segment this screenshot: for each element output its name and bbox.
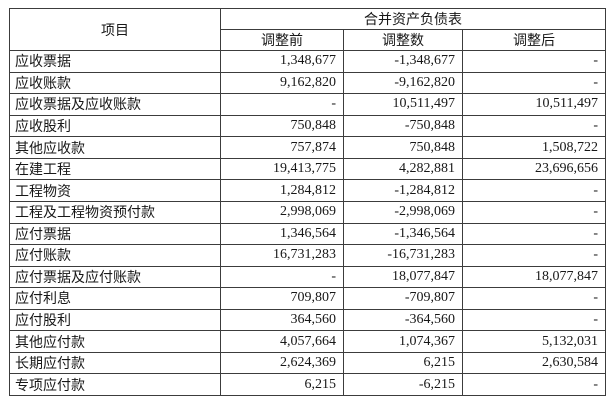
table-row: 应付股利 364,560 -364,560- xyxy=(9,308,606,332)
cell-after-adjustment: 18,077,847 xyxy=(462,265,606,289)
cell-adjustment-amount: -750,848 xyxy=(343,114,463,138)
column-header-after-adjustment: 调整后 xyxy=(462,29,606,51)
cell-after-adjustment: - xyxy=(462,244,606,267)
cell-before-adjustment: 364,560 xyxy=(220,308,344,332)
column-header-adjustment-amount: 调整数 xyxy=(343,29,463,51)
column-header-item: 项目 xyxy=(9,8,221,51)
table-row: 其他应收款 757,874 750,848 1,508,722 xyxy=(9,136,606,159)
cell-adjustment-amount: -6,215 xyxy=(343,373,463,396)
cell-adjustment-amount: 750,848 xyxy=(343,136,463,159)
table-row: 应收账款 9,162,820 -9,162,820- xyxy=(9,71,606,95)
cell-after-adjustment: 2,630,584 xyxy=(462,351,606,375)
cell-adjustment-amount: 10,511,497 xyxy=(343,93,463,116)
cell-before-adjustment: - xyxy=(220,265,344,289)
table-row: 应收票据 1,348,677 -1,348,677- xyxy=(9,50,606,73)
row-label: 应收票据 xyxy=(9,50,221,73)
cell-adjustment-amount: -364,560 xyxy=(343,308,463,332)
cell-before-adjustment: 757,874 xyxy=(220,136,344,159)
cell-before-adjustment: 1,284,812 xyxy=(220,179,344,202)
cell-before-adjustment: 4,057,664 xyxy=(220,330,344,353)
table-header-row-sub: 调整前 调整数 调整后 xyxy=(10,29,606,51)
cell-before-adjustment: 19,413,775 xyxy=(220,157,344,181)
row-label: 应收票据及应收账款 xyxy=(9,93,221,116)
row-label: 应收账款 xyxy=(9,71,221,95)
row-label: 在建工程 xyxy=(9,157,221,181)
row-label: 专项应付款 xyxy=(9,373,221,396)
row-label: 应付利息 xyxy=(9,287,221,310)
cell-after-adjustment: - xyxy=(462,222,606,246)
table-row: 长期应付款 2,624,369 6,215 2,630,584 xyxy=(9,351,606,375)
cell-after-adjustment: - xyxy=(462,287,606,310)
cell-adjustment-amount: 1,074,367 xyxy=(343,330,463,353)
table-row: 应付账款 16,731,283 -16,731,283- xyxy=(9,244,606,267)
cell-after-adjustment: 23,696,656 xyxy=(462,157,606,181)
cell-adjustment-amount: -1,346,564 xyxy=(343,222,463,246)
cell-after-adjustment: - xyxy=(462,179,606,202)
table-row: 应付利息 709,807 -709,807- xyxy=(9,287,606,310)
table-body: 应收票据 1,348,677 -1,348,677- 应收账款 9,162,820 -9,… xyxy=(9,50,606,396)
cell-adjustment-amount: 18,077,847 xyxy=(343,265,463,289)
table-row: 工程及工程物资预付款 2,998,069 -2,998,069- xyxy=(9,200,606,224)
cell-before-adjustment: 6,215 xyxy=(220,373,344,396)
balance-sheet-adjustment-table: 项目 合并资产负债表 调整前 调整数 调整后 应收票据 1,348,677 -1,3… xyxy=(9,8,606,396)
column-group-header-balance-sheet: 合并资产负债表 xyxy=(220,8,606,30)
row-label: 其他应收款 xyxy=(9,136,221,159)
cell-before-adjustment: 2,998,069 xyxy=(220,200,344,224)
row-label: 长期应付款 xyxy=(9,351,221,375)
table-row: 应付票据及应付账款 -18,077,847 18,077,847 xyxy=(9,265,606,289)
cell-adjustment-amount: -2,998,069 xyxy=(343,200,463,224)
cell-adjustment-amount: -9,162,820 xyxy=(343,71,463,95)
row-label: 应付票据 xyxy=(9,222,221,246)
row-label: 应付账款 xyxy=(9,244,221,267)
cell-after-adjustment: 1,508,722 xyxy=(462,136,606,159)
cell-before-adjustment: 2,624,369 xyxy=(220,351,344,375)
table-header: 项目 合并资产负债表 调整前 调整数 调整后 xyxy=(9,8,606,51)
row-label: 应付股利 xyxy=(9,308,221,332)
row-label: 应收股利 xyxy=(9,114,221,138)
cell-before-adjustment: 709,807 xyxy=(220,287,344,310)
table-header-row-group: 项目 合并资产负债表 xyxy=(9,8,606,51)
table-row: 在建工程 19,413,775 4,282,881 23,696,656 xyxy=(9,157,606,181)
cell-before-adjustment: 1,348,677 xyxy=(220,50,344,73)
cell-after-adjustment: - xyxy=(462,200,606,224)
cell-before-adjustment: 750,848 xyxy=(220,114,344,138)
table-row: 专项应付款 6,215 -6,215- xyxy=(9,373,606,396)
row-label: 工程及工程物资预付款 xyxy=(9,200,221,224)
table-row: 应付票据 1,346,564 -1,346,564- xyxy=(9,222,606,246)
cell-before-adjustment: 9,162,820 xyxy=(220,71,344,95)
table-row: 其他应付款 4,057,664 1,074,367 5,132,031 xyxy=(9,330,606,353)
row-label: 应付票据及应付账款 xyxy=(9,265,221,289)
cell-adjustment-amount: -1,284,812 xyxy=(343,179,463,202)
cell-after-adjustment: - xyxy=(462,373,606,396)
cell-before-adjustment: 16,731,283 xyxy=(220,244,344,267)
cell-after-adjustment: - xyxy=(462,71,606,95)
cell-adjustment-amount: 6,215 xyxy=(343,351,463,375)
cell-adjustment-amount: 4,282,881 xyxy=(343,157,463,181)
cell-adjustment-amount: -1,348,677 xyxy=(343,50,463,73)
row-label: 工程物资 xyxy=(9,179,221,202)
cell-after-adjustment: - xyxy=(462,308,606,332)
table-row: 工程物资 1,284,812 -1,284,812- xyxy=(9,179,606,202)
cell-before-adjustment: - xyxy=(220,93,344,116)
row-label: 其他应付款 xyxy=(9,330,221,353)
cell-adjustment-amount: -709,807 xyxy=(343,287,463,310)
column-header-before-adjustment: 调整前 xyxy=(220,29,344,51)
cell-after-adjustment: 5,132,031 xyxy=(462,330,606,353)
cell-adjustment-amount: -16,731,283 xyxy=(343,244,463,267)
cell-before-adjustment: 1,346,564 xyxy=(220,222,344,246)
table-row: 应收股利 750,848 -750,848- xyxy=(9,114,606,138)
table-row: 应收票据及应收账款 -10,511,497 10,511,497 xyxy=(9,93,606,116)
cell-after-adjustment: 10,511,497 xyxy=(462,93,606,116)
cell-after-adjustment: - xyxy=(462,114,606,138)
cell-after-adjustment: - xyxy=(462,50,606,73)
